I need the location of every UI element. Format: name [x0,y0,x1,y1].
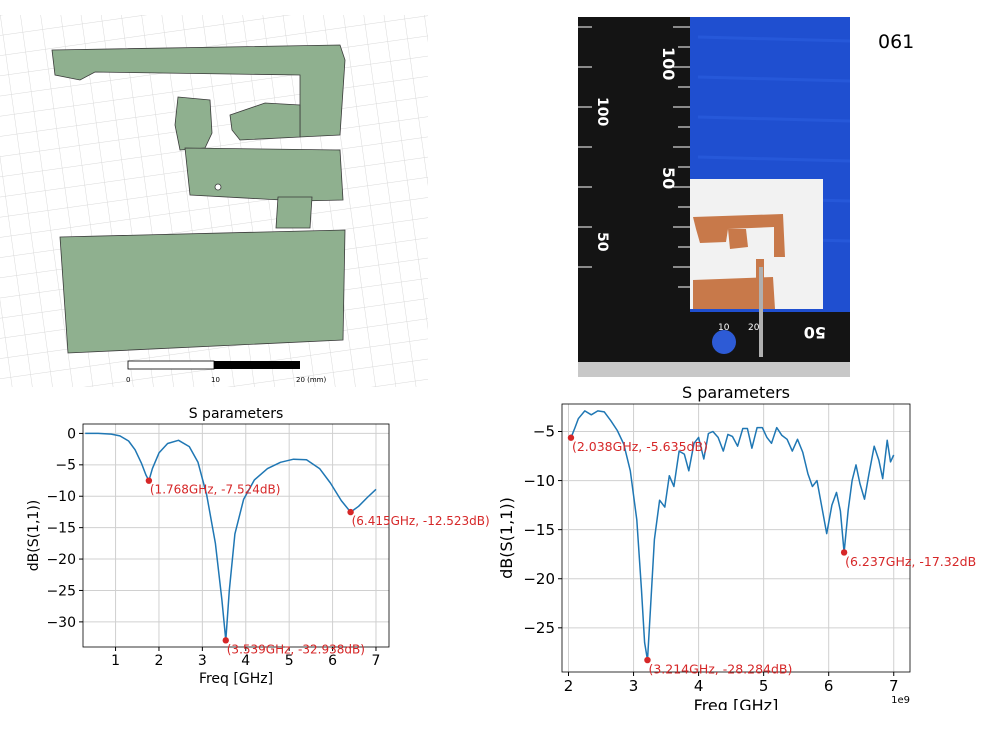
antenna-layout-drawing: 0 10 20 (mm) [0,15,428,387]
plot-frame [82,423,390,648]
ruler-label-50-bottom: 50 [804,323,826,342]
resonance-marker [347,508,354,516]
y-tick-label: −10 [523,472,555,490]
y-axis-label: dB(S(1,1)) [26,500,42,572]
x-tick-label: 4 [694,677,704,695]
s11-series-line [570,410,895,661]
x-axis-label: Freq [GHz] [694,696,779,710]
marker-label: (2.038GHz, -5.635dB) [572,439,708,454]
ruler-label-20: 20 [748,323,760,333]
y-tick-label: −15 [523,521,555,539]
x-tick-label: 6 [328,653,337,669]
resonance-marker [567,434,575,441]
fabricated-antenna-photo: 100 100 50 50 10 20 50 [578,17,850,377]
y-tick-label: −30 [46,615,76,631]
antenna-geometry [51,44,346,354]
ruler-hole [712,330,736,354]
x-tick-label: 2 [564,677,574,695]
photo-drawing: 100 100 50 50 10 20 50 [578,17,850,377]
chart-title: S parameters [682,383,790,402]
x-tick-label: 1 [111,653,120,669]
resonance-marker [222,637,229,644]
scale-bar: 0 10 20 (mm) [126,360,327,384]
copper-antenna [693,214,785,309]
s11-chart-measured-svg: 2 3 4 5 6 7 −5 −10 −15 −20 −25 S parameters Freq [GH… [497,383,976,715]
ruler-label-50-right: 50 [659,167,678,189]
resonance-marker [644,656,651,664]
s11-chart-simulated-svg: 1 2 3 4 5 6 7 0 −5 −10 −15 −20 −25 −30 S parameters Fre… [26,406,490,687]
ruler-label-100-left: 100 [594,97,610,126]
x-tick-label: 2 [154,653,163,669]
resonance-marker [145,477,153,484]
plot-frame [561,403,911,673]
y-tick-label: −5 [533,423,555,441]
s11-chart-measured: 2 3 4 5 6 7 −5 −10 −15 −20 −25 S parameters Freq [GH… [492,380,987,715]
ruler-label-100-right: 100 [659,47,678,80]
antenna-layout-panel: 0 10 20 (mm) [0,15,428,387]
y-tick-label: −10 [46,489,76,505]
y-tick-label: −15 [46,521,76,537]
y-tick-label: −25 [523,619,555,637]
marker-label: (3.539GHz, -32.938dB) [227,642,365,656]
y-tick-label: −5 [55,458,76,474]
x-axis-multiplier: 1e9 [891,695,910,706]
scale-label-20: 20 (mm) [296,376,327,384]
x-tick-label: 3 [198,653,207,669]
s11-chart-simulated: 1 2 3 4 5 6 7 0 −5 −10 −15 −20 −25 −30 S parameters Fre… [0,395,490,695]
marker-label: (3.214GHz, -28.284dB) [648,662,792,677]
x-tick-label: 5 [759,677,769,695]
y-axis-label: dB(S(1,1)) [497,497,516,579]
scale-label-10: 10 [211,376,220,384]
x-tick-label: 6 [824,677,834,695]
x-axis-label: Freq [GHz] [199,671,273,687]
y-tick-label: −20 [523,570,555,588]
feed-cable [759,267,763,357]
x-tick-label: 5 [285,653,294,669]
y-tick-label: −20 [46,552,76,568]
x-tick-label: 7 [372,653,381,669]
marker-label: (1.768GHz, -7.524dB) [150,483,281,497]
sample-id-label: 061 [878,31,915,53]
ruler-label-50-left: 50 [594,232,610,252]
y-tick-label: 0 [67,426,76,442]
chart-title: S parameters [189,406,284,422]
scale-label-0: 0 [126,376,130,384]
marker-label: (6.415GHz, -12.523dB) [352,514,490,528]
ruler-label-10: 10 [718,323,730,333]
x-tick-label: 3 [629,677,639,695]
x-tick-label: 4 [241,653,250,669]
y-tick-label: −25 [46,583,76,599]
x-tick-label: 7 [889,677,899,695]
marker-label: (6.237GHz, -17.32dB [845,554,976,569]
resonance-marker [840,549,848,556]
s11-series-line [85,432,377,642]
